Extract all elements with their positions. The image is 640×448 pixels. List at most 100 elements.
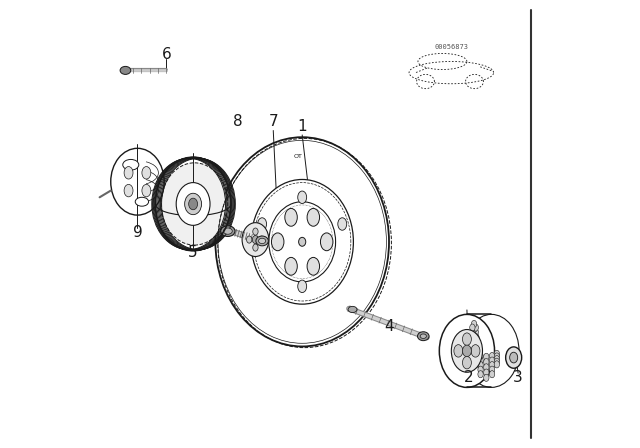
Ellipse shape [251,180,353,304]
Ellipse shape [470,347,476,354]
Ellipse shape [509,352,518,363]
Ellipse shape [469,336,474,344]
Ellipse shape [494,350,499,358]
Ellipse shape [473,353,479,360]
Ellipse shape [470,347,476,354]
Ellipse shape [463,357,472,369]
Ellipse shape [124,167,133,179]
Ellipse shape [299,237,306,246]
Text: 3: 3 [513,370,523,385]
Ellipse shape [223,228,232,234]
Ellipse shape [307,208,319,226]
Ellipse shape [472,326,477,333]
Ellipse shape [142,167,151,179]
Ellipse shape [454,345,463,357]
Ellipse shape [253,228,258,235]
Ellipse shape [474,342,479,349]
Ellipse shape [473,347,478,354]
Ellipse shape [307,258,319,275]
Ellipse shape [473,350,479,358]
Ellipse shape [185,193,202,215]
Ellipse shape [473,347,478,354]
Text: 4: 4 [384,319,394,334]
Text: 9: 9 [132,225,142,241]
Ellipse shape [417,332,429,340]
Ellipse shape [451,330,483,372]
Ellipse shape [161,163,228,245]
Ellipse shape [463,345,472,357]
Ellipse shape [259,236,264,243]
Ellipse shape [256,236,268,246]
Text: OT: OT [293,154,302,159]
Ellipse shape [338,218,347,230]
Ellipse shape [470,324,475,331]
Ellipse shape [470,342,475,349]
Ellipse shape [298,191,307,203]
Ellipse shape [472,336,477,343]
Ellipse shape [321,233,333,251]
Ellipse shape [269,202,335,282]
Ellipse shape [490,366,495,373]
Ellipse shape [473,338,479,345]
Text: 6: 6 [161,47,172,62]
Ellipse shape [124,185,133,197]
Ellipse shape [259,238,266,244]
Ellipse shape [242,223,269,257]
Ellipse shape [473,356,479,363]
Ellipse shape [464,314,519,388]
Ellipse shape [478,366,483,373]
Ellipse shape [478,362,483,369]
Ellipse shape [469,334,474,341]
Ellipse shape [478,370,483,378]
Ellipse shape [472,331,477,338]
Ellipse shape [478,357,483,364]
Text: 1: 1 [298,119,307,134]
Ellipse shape [285,258,298,275]
Ellipse shape [420,334,426,338]
Ellipse shape [474,336,479,344]
Ellipse shape [473,333,479,340]
Text: 5: 5 [188,246,198,260]
Ellipse shape [494,361,499,368]
Ellipse shape [271,233,284,251]
Ellipse shape [176,183,210,225]
Ellipse shape [470,347,476,354]
Ellipse shape [285,208,298,226]
Ellipse shape [111,148,164,215]
Ellipse shape [216,137,389,346]
Ellipse shape [469,345,474,352]
Ellipse shape [221,226,235,237]
Text: 8: 8 [233,114,243,129]
Ellipse shape [494,356,499,363]
Ellipse shape [473,361,479,368]
Ellipse shape [473,347,478,354]
Ellipse shape [494,353,499,360]
Ellipse shape [470,328,475,336]
Ellipse shape [189,198,198,210]
Ellipse shape [135,197,148,206]
Text: 7: 7 [268,114,278,129]
Ellipse shape [470,347,476,354]
Ellipse shape [471,345,480,357]
Ellipse shape [494,358,499,365]
Ellipse shape [473,347,478,354]
Ellipse shape [470,338,475,345]
Ellipse shape [120,66,131,74]
Ellipse shape [484,369,489,376]
Ellipse shape [258,218,267,230]
Ellipse shape [473,358,479,365]
Ellipse shape [469,339,474,346]
Ellipse shape [470,333,475,340]
Ellipse shape [246,236,252,243]
Ellipse shape [490,362,495,369]
Ellipse shape [506,347,522,368]
Ellipse shape [298,280,307,293]
Ellipse shape [439,314,495,388]
Ellipse shape [473,342,479,349]
Ellipse shape [474,345,479,352]
Ellipse shape [142,185,151,197]
Ellipse shape [484,353,489,360]
Ellipse shape [478,353,483,360]
Ellipse shape [490,357,495,364]
Ellipse shape [473,328,479,336]
